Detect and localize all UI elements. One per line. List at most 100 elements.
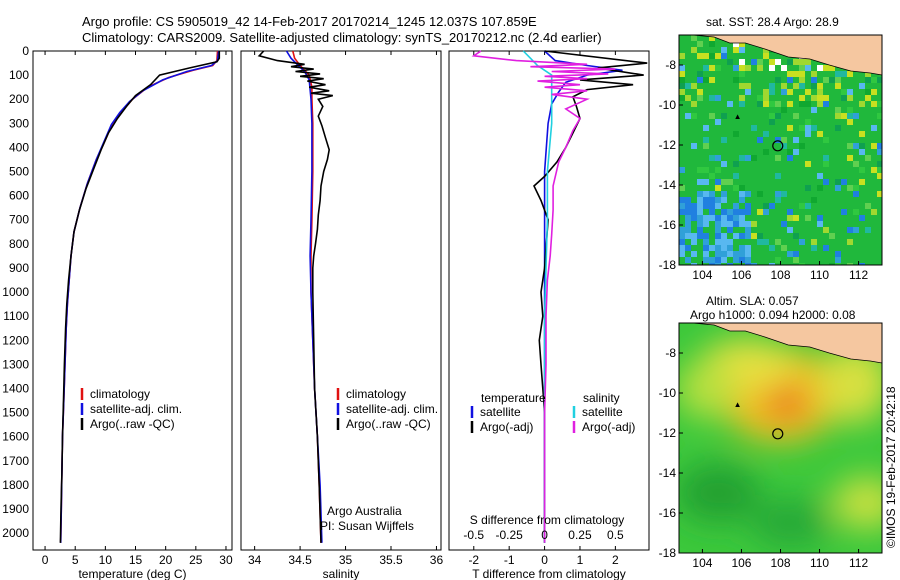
sst-pixel bbox=[721, 113, 727, 119]
sst-pixel bbox=[847, 185, 853, 191]
map-x-tick-label: 110 bbox=[810, 556, 829, 570]
series-line bbox=[522, 50, 553, 543]
x2-axis-label: S difference from climatology bbox=[470, 513, 625, 527]
sst-pixel bbox=[847, 143, 853, 149]
sst-pixel bbox=[787, 89, 793, 95]
sst-pixel bbox=[727, 101, 733, 107]
sst-pixel bbox=[727, 221, 733, 227]
land-java bbox=[692, 35, 882, 76]
sst-pixel bbox=[727, 263, 733, 265]
sst-pixel bbox=[697, 95, 703, 101]
sst-pixel bbox=[679, 89, 685, 95]
sst-pixel bbox=[739, 47, 745, 53]
sst-pixel bbox=[865, 77, 871, 83]
sst-pixel bbox=[859, 131, 865, 137]
sst-pixel bbox=[685, 203, 691, 209]
x2-tick-label: 0.5 bbox=[607, 528, 624, 542]
sst-pixel bbox=[841, 89, 847, 95]
series-line bbox=[257, 50, 333, 543]
sst-pixel bbox=[691, 47, 697, 53]
legend-label: Argo(-adj) bbox=[582, 420, 635, 434]
sst-pixel bbox=[763, 47, 769, 53]
sst-pixel bbox=[775, 137, 781, 143]
sst-pixel bbox=[787, 251, 793, 257]
sst-pixel bbox=[739, 41, 745, 47]
sst-pixel bbox=[697, 179, 703, 185]
sst-pixel bbox=[733, 47, 739, 53]
sst-pixel bbox=[739, 209, 745, 215]
sst-pixel bbox=[685, 197, 691, 203]
sst-pixel bbox=[769, 113, 775, 119]
sst-pixel bbox=[757, 239, 763, 245]
sst-pixel bbox=[757, 59, 763, 65]
sst-pixel bbox=[703, 239, 709, 245]
sst-pixel bbox=[703, 251, 709, 257]
sst-pixel bbox=[679, 185, 685, 191]
sst-pixel bbox=[721, 137, 727, 143]
sst-pixel bbox=[733, 221, 739, 227]
sst-pixel bbox=[703, 65, 709, 71]
sst-pixel bbox=[703, 257, 709, 263]
sst-pixel bbox=[871, 89, 877, 95]
sst-pixel bbox=[793, 83, 799, 89]
sst-pixel bbox=[703, 137, 709, 143]
sst-pixel bbox=[733, 173, 739, 179]
x-tick-label: 35.5 bbox=[379, 553, 403, 567]
sst-pixel bbox=[745, 89, 751, 95]
map-x-tick-label: 112 bbox=[849, 556, 868, 570]
sst-pixel bbox=[709, 245, 715, 251]
sst-pixel bbox=[679, 53, 685, 59]
sst-pixel bbox=[703, 221, 709, 227]
panel-frame bbox=[448, 50, 650, 551]
x-tick-label: 35 bbox=[339, 553, 353, 567]
legend-label: climatology bbox=[90, 387, 150, 401]
sst-pixel bbox=[841, 71, 847, 77]
sst-pixel bbox=[721, 197, 727, 203]
sst-pixel bbox=[709, 203, 715, 209]
depth-tick-label: 400 bbox=[9, 140, 29, 154]
depth-tick-label: 0 bbox=[22, 44, 29, 58]
sst-pixel bbox=[679, 245, 685, 251]
sst-pixel bbox=[847, 107, 853, 113]
depth-tick-label: 2000 bbox=[2, 526, 29, 540]
sst-pixel bbox=[709, 35, 715, 41]
sst-pixel bbox=[793, 233, 799, 239]
sst-pixel bbox=[733, 251, 739, 257]
sst-pixel bbox=[859, 149, 865, 155]
sst-pixel bbox=[835, 71, 841, 77]
sst-pixel bbox=[835, 257, 841, 263]
sst-pixel bbox=[679, 209, 685, 215]
map-y-tick-label: -8 bbox=[665, 58, 676, 72]
sst-pixel bbox=[697, 215, 703, 221]
sst-pixel bbox=[727, 59, 733, 65]
sst-pixel bbox=[817, 89, 823, 95]
sst-pixel bbox=[841, 95, 847, 101]
sst-pixel bbox=[787, 215, 793, 221]
sst-pixel bbox=[727, 227, 733, 233]
sst-pixel bbox=[685, 227, 691, 233]
x-tick-label: 0 bbox=[42, 553, 49, 567]
sst-pixel bbox=[739, 185, 745, 191]
series-line bbox=[471, 50, 616, 543]
sst-pixel bbox=[715, 119, 721, 125]
sst-pixel bbox=[709, 77, 715, 83]
sst-pixel bbox=[721, 179, 727, 185]
sst-pixel bbox=[865, 89, 871, 95]
sst-pixel bbox=[721, 221, 727, 227]
sst-pixel bbox=[811, 107, 817, 113]
sst-pixel bbox=[775, 155, 781, 161]
sst-pixel bbox=[829, 77, 835, 83]
sst-pixel bbox=[733, 257, 739, 263]
sst-pixel bbox=[739, 155, 745, 161]
map-y-tick-label: -18 bbox=[659, 546, 677, 560]
sst-pixel bbox=[817, 101, 823, 107]
sst-pixel bbox=[769, 245, 775, 251]
legend-label: Argo(-adj) bbox=[480, 420, 533, 434]
sst-pixel bbox=[727, 245, 733, 251]
depth-tick-label: 1100 bbox=[3, 309, 29, 323]
sst-pixel bbox=[715, 251, 721, 257]
sla-blob bbox=[832, 477, 882, 529]
sst-pixel bbox=[787, 155, 793, 161]
sst-pixel bbox=[697, 203, 703, 209]
sst-pixel bbox=[877, 77, 882, 83]
